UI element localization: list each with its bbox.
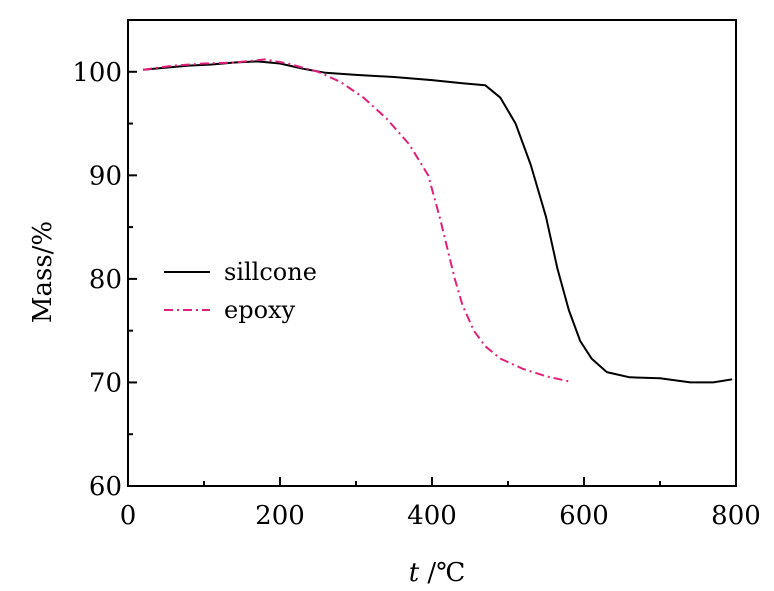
x-tick-label: 400 — [407, 501, 457, 531]
x-axis-label-var: t — [409, 558, 420, 588]
series-line-epoxy — [143, 58, 570, 383]
x-tick-label: 0 — [120, 501, 137, 531]
axis-ticks: 0 200 400 600 800 60 70 80 90 100 — [72, 58, 760, 531]
x-axis-label-unit: /℃ — [419, 558, 465, 588]
legend-label-sillcone: sillcone — [224, 258, 317, 286]
plot-frame — [127, 19, 737, 487]
x-axis-label: t /℃ — [409, 558, 466, 588]
x-tick-label: 800 — [711, 501, 761, 531]
series-layer — [143, 58, 733, 384]
series-line-sillcone — [143, 60, 733, 384]
x-tick-label: 600 — [559, 501, 609, 531]
y-tick-label: 80 — [89, 265, 122, 295]
legend-label-epoxy: epoxy — [224, 296, 296, 324]
legend: sillcone epoxy — [164, 258, 317, 324]
y-tick-label: 100 — [72, 58, 122, 88]
y-tick-label: 70 — [89, 368, 122, 398]
x-tick-label: 200 — [255, 501, 305, 531]
y-axis-label: Mass/% — [28, 221, 58, 323]
y-tick-label: 60 — [89, 472, 122, 502]
y-tick-label: 90 — [89, 161, 122, 191]
